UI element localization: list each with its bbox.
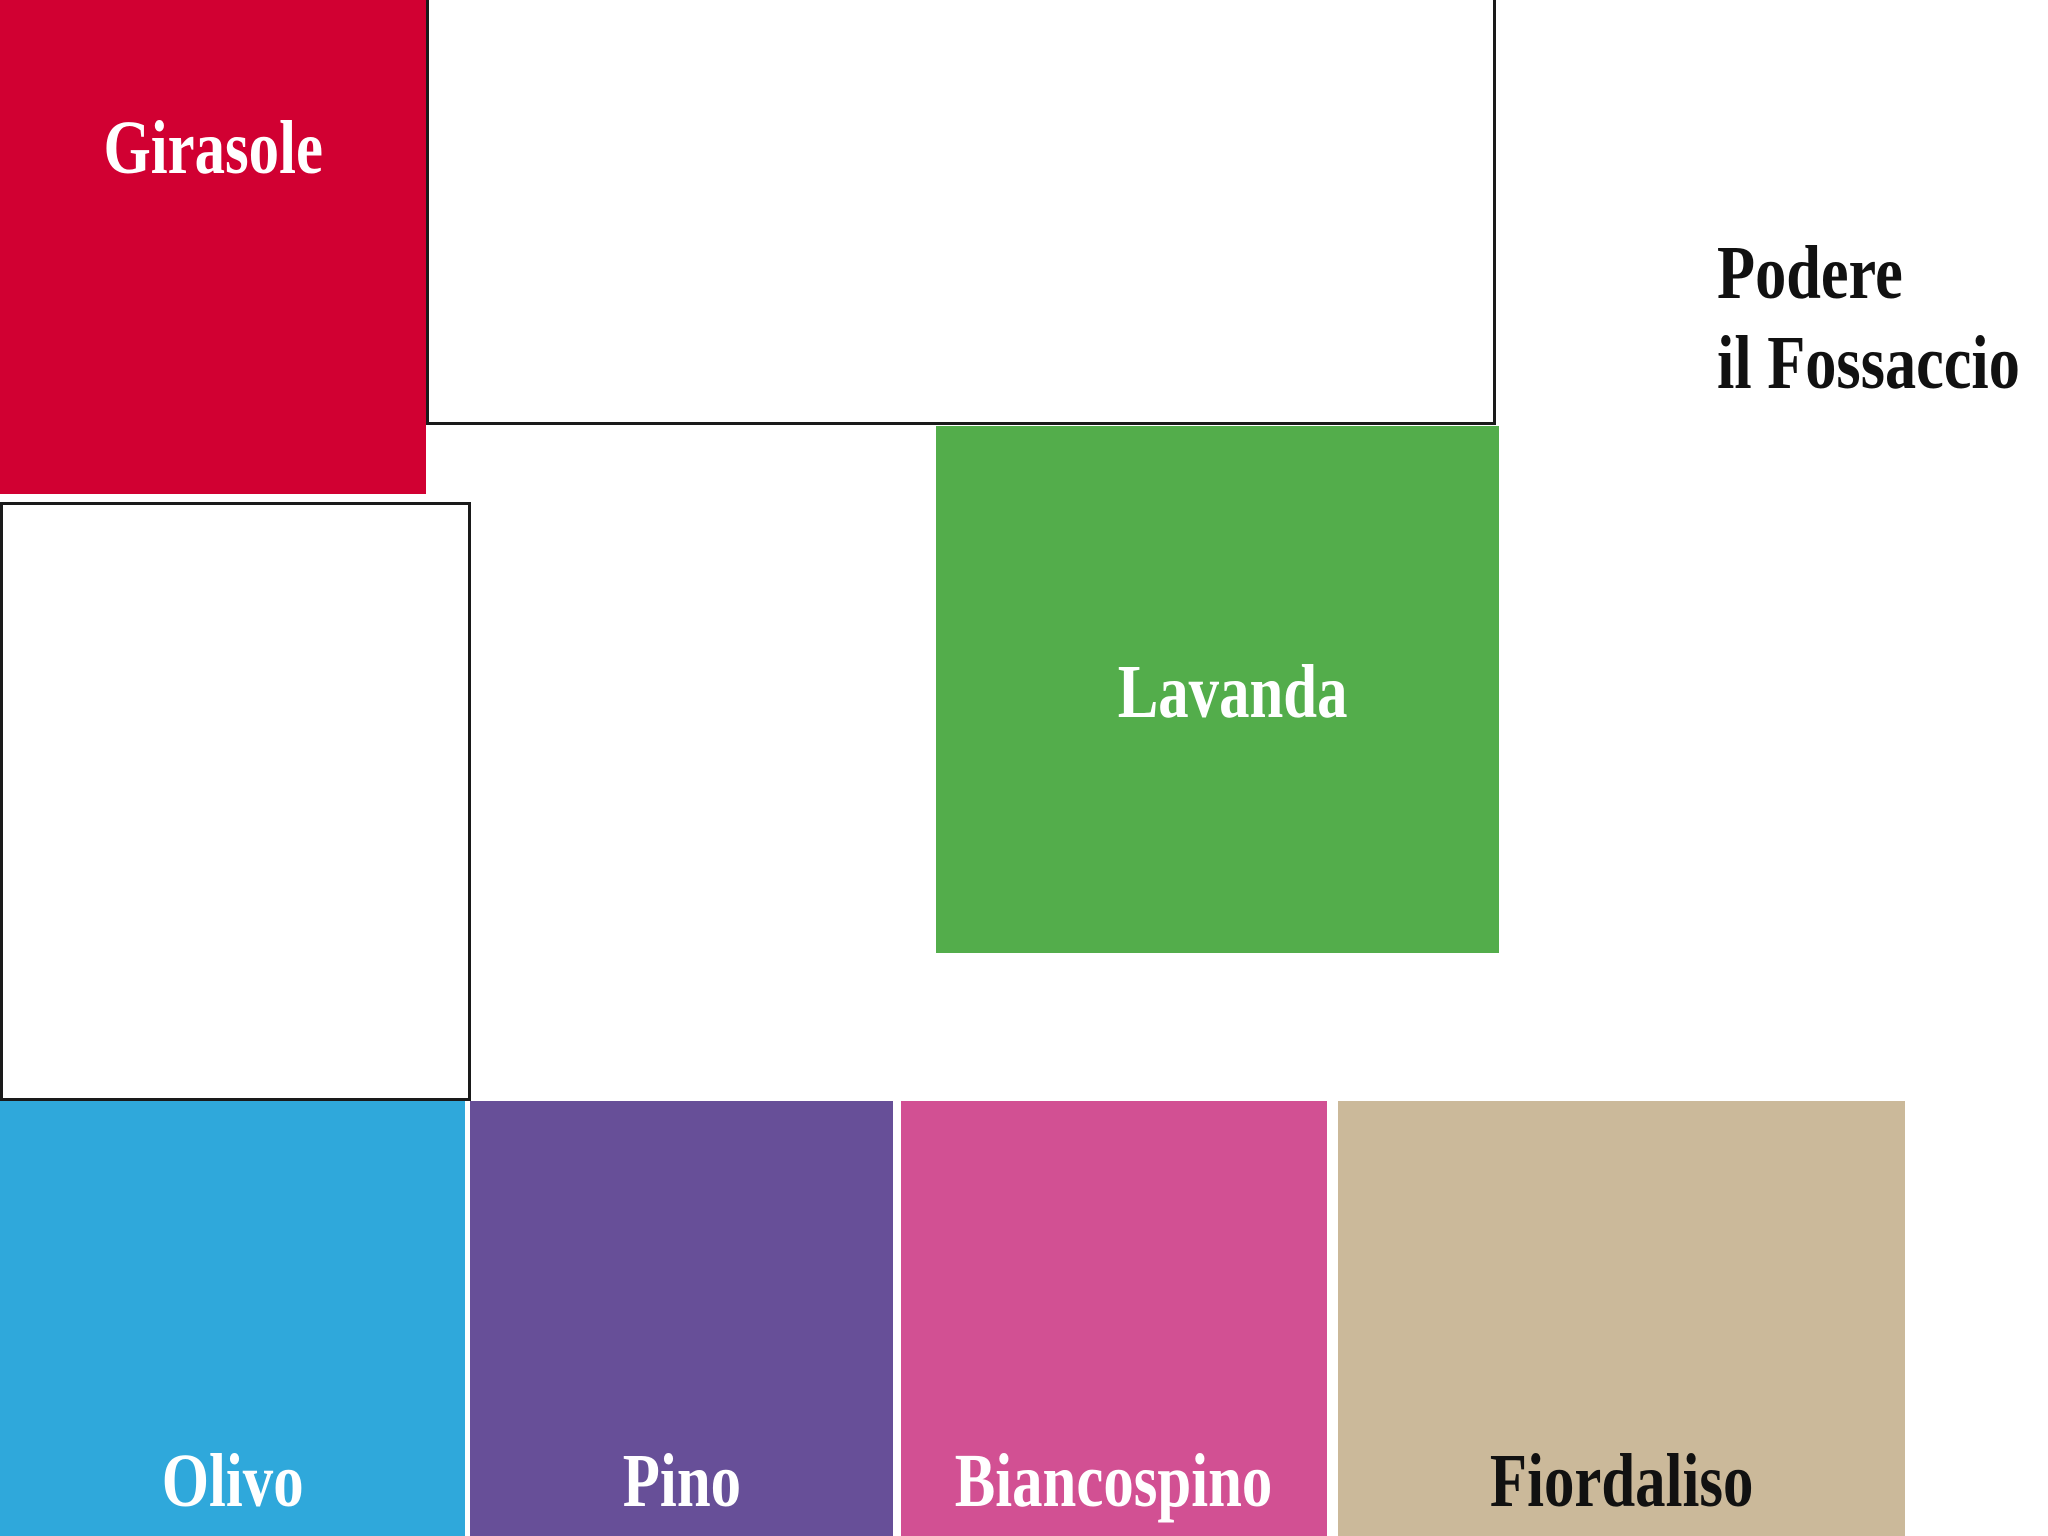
plot-lavanda[interactable]: Lavanda	[936, 426, 1499, 953]
empty-plot-left	[0, 502, 471, 1101]
plot-label: Fiordaliso	[1489, 1439, 1754, 1523]
plot-label: Olivo	[161, 1439, 304, 1523]
plot-label: Biancospino	[955, 1439, 1273, 1523]
plot-olivo[interactable]: Olivo	[0, 1101, 465, 1536]
plot-fiordaliso[interactable]: Fiordaliso	[1338, 1101, 1905, 1536]
plot-pino[interactable]: Pino	[470, 1101, 893, 1536]
plot-label: Girasole	[103, 106, 323, 190]
plot-biancospino[interactable]: Biancospino	[901, 1101, 1327, 1536]
empty-plot-top	[426, 0, 1496, 425]
farm-title: Podere il Fossaccio	[1717, 228, 2048, 408]
plot-label: Pino	[622, 1439, 741, 1523]
title-line-1: Podere	[1717, 231, 1903, 315]
title-line-2: il Fossaccio	[1717, 321, 2020, 405]
plot-girasole[interactable]: Girasole	[0, 0, 426, 494]
plot-label: Lavanda	[1117, 650, 1348, 734]
